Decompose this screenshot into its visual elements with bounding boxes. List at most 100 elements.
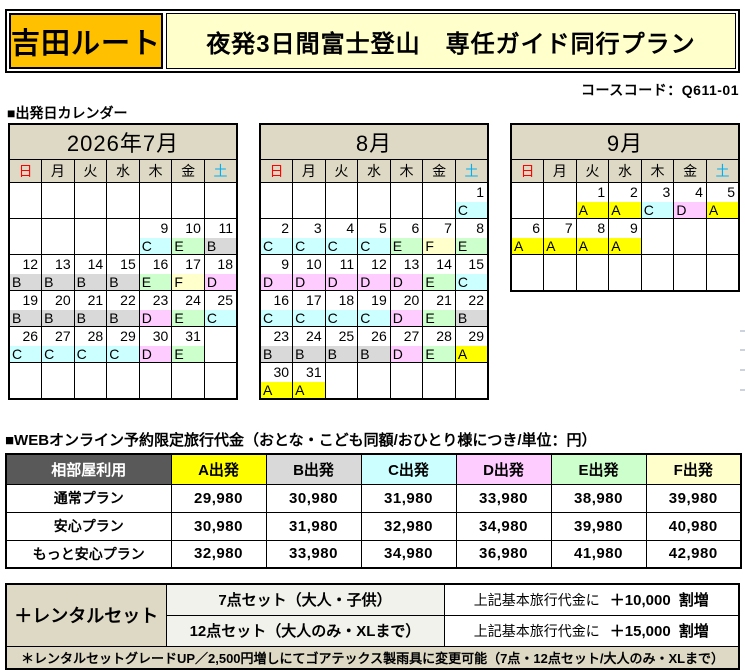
calendar-availability-cell: B [106, 273, 140, 291]
calendar-date-cell: 1 [575, 182, 610, 202]
calendar-date-cell [673, 218, 707, 238]
calendar-date-cell: 7 [543, 218, 577, 238]
calendar-availability-cell [73, 237, 108, 255]
calendar-availability-cell: F [422, 237, 456, 255]
calendar-availability-cell: D [259, 273, 294, 291]
price-column-header: D出発 [455, 453, 552, 485]
calendar-date-cell [324, 362, 359, 382]
calendar-date-cell [389, 362, 424, 382]
calendar-availability-cell [41, 237, 75, 255]
calendar-availability-cell: B [8, 273, 43, 291]
calendar-date-cell: 15 [454, 254, 489, 274]
surcharge-amount: ＋10,000 [609, 592, 671, 610]
price-value: 41,980 [550, 539, 647, 569]
surcharge-suffix: 割増 [678, 592, 709, 610]
route-label: 吉田ルート [11, 28, 162, 60]
price-row: もっと安心プラン 32,980 33,980 34,980 36,980 41,980 42… [5, 539, 742, 569]
weekday-header: 火 [324, 159, 359, 183]
calendar-section-title: ■出発日カレンダー [7, 105, 128, 121]
calendar-date-cell: 8 [575, 218, 610, 238]
calendar-availability-cell [41, 201, 75, 219]
plan-title: 夜発3日間富士登山 専任ガイド同行プラン [206, 30, 696, 58]
weekday-header: 火 [73, 159, 108, 183]
calendar-date-cell [608, 254, 642, 274]
calendar-date-cell: 26 [357, 326, 391, 346]
calendar-date-cell [73, 218, 108, 238]
plan-title-box: 夜発3日間富士登山 専任ガイド同行プラン [166, 13, 736, 69]
calendar-availability-cell [510, 273, 545, 291]
rental-row: ＋レンタルセット 7点セット（大人・子供） 上記基本旅行代金に ＋10,000 割増 [5, 583, 740, 647]
calendar-availability-cell [106, 201, 140, 219]
calendar-date-cell: 20 [389, 290, 424, 310]
calendar-date-cell: 25 [203, 290, 238, 310]
calendar-date-cell: 1 [454, 182, 489, 202]
calendar-availability-cell: C [292, 309, 326, 327]
calendar-july: 2026年7月日月火水木金土 9 10 11 C E B 12 13 14 15 16 17 18 B B B B… [8, 123, 238, 400]
calendar-date-cell [640, 254, 675, 274]
calendar-date-cell: 10 [171, 218, 205, 238]
calendar-date-cell: 27 [389, 326, 424, 346]
calendar-date-cell [510, 254, 545, 274]
calendar-availability-cell [705, 237, 740, 255]
calendar-date-cell [705, 218, 740, 238]
calendar-availability-cell [543, 201, 577, 219]
rental-set-name: 7点セット（大人・子供） [165, 583, 445, 616]
calendar-availability-cell: B [73, 309, 108, 327]
rental-surcharge-note: 上記基本旅行代金に ＋10,000 割増 [443, 583, 740, 616]
price-value: 29,980 [170, 483, 267, 513]
calendar-date-cell: 23 [259, 326, 294, 346]
weekday-header: 月 [543, 159, 577, 183]
calendar-availability-cell: D [203, 273, 238, 291]
calendar-availability-cell [422, 201, 456, 219]
calendar-date-cell: 5 [357, 218, 391, 238]
calendar-date-cell: 6 [389, 218, 424, 238]
calendar-availability-cell: E [171, 309, 205, 327]
calendar-availability-cell: B [357, 345, 391, 363]
calendar-date-cell [106, 362, 140, 382]
rental-footnote: ＊レンタルセットグレードUP／2,500円増しにてゴアテックス製雨具に変更可能（… [5, 645, 740, 669]
price-value: 34,980 [360, 539, 457, 569]
calendar-date-cell: 8 [454, 218, 489, 238]
grid-edge-artifact [740, 369, 745, 371]
calendar-availability-cell [510, 201, 545, 219]
calendar-availability-cell [454, 381, 489, 399]
calendar-month-title: 9月 [510, 123, 740, 160]
weekday-header: 火 [575, 159, 610, 183]
plan-name: 安心プラン [5, 511, 172, 541]
calendar-availability-cell: A [575, 201, 610, 219]
calendar-availability-cell: C [106, 345, 140, 363]
calendar-date-cell [73, 362, 108, 382]
price-value: 33,980 [265, 539, 362, 569]
calendar-date-cell [259, 182, 294, 202]
price-row: 安心プラン 30,980 31,980 32,980 34,980 39,980 40,98… [5, 511, 742, 541]
rental-set-label: ＋レンタルセット [5, 583, 167, 647]
calendar-availability-cell [73, 201, 108, 219]
calendar-date-cell: 28 [422, 326, 456, 346]
weekday-header: 月 [41, 159, 75, 183]
price-column-header: F出発 [645, 453, 742, 485]
weekday-header: 土 [203, 159, 238, 183]
calendar-date-cell [454, 362, 489, 382]
rental-row: 12点セット（大人のみ・XLまで） 上記基本旅行代金に ＋15,000 割増 [6, 614, 740, 647]
calendar-availability-cell [8, 381, 43, 399]
calendar-date-cell [673, 254, 707, 274]
calendar-date-cell: 25 [324, 326, 359, 346]
weekday-header: 木 [389, 159, 424, 183]
calendar-availability-cell: D [138, 345, 173, 363]
surcharge-suffix: 割増 [678, 623, 709, 640]
calendar-availability-cell [8, 201, 43, 219]
calendar-date-cell [203, 182, 238, 202]
calendar-availability-cell: A [292, 381, 326, 399]
calendar-availability-cell: C [454, 201, 489, 219]
calendar-availability-cell: A [454, 345, 489, 363]
calendar-availability-cell: C [259, 309, 294, 327]
calendar-availability-cell: C [357, 237, 391, 255]
calendar-availability-cell: C [203, 309, 238, 327]
price-value: 30,980 [170, 511, 267, 541]
route-label-box: 吉田ルート [9, 13, 163, 69]
calendar-date-cell [8, 218, 43, 238]
calendar-availability-cell [640, 273, 675, 291]
price-value: 39,980 [550, 511, 647, 541]
calendar-month-title: 8月 [259, 123, 489, 160]
calendar-availability-cell [138, 381, 173, 399]
